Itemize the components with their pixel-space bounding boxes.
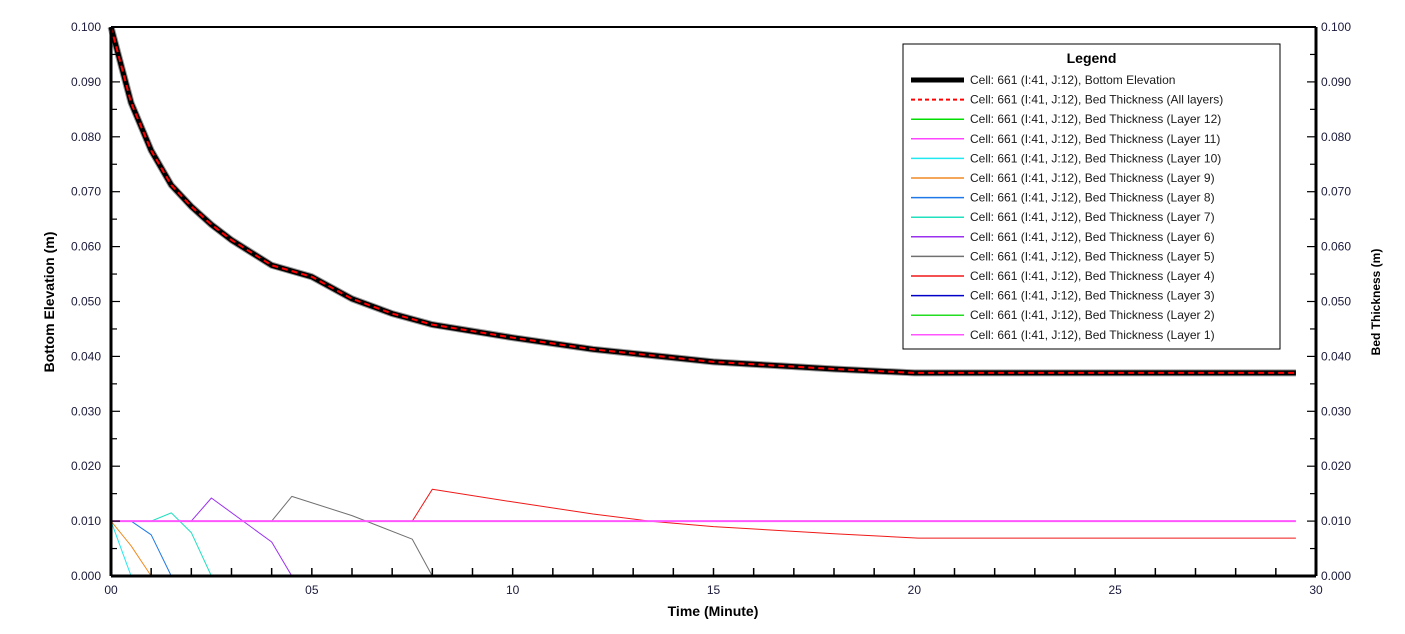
y2-tick-label: 0.030 [1321, 404, 1351, 418]
y2-tick-label: 0.070 [1321, 185, 1351, 199]
y-tick-label: 0.000 [71, 569, 101, 583]
legend: Legend Cell: 661 (I:41, J:12), Bottom Ele… [902, 43, 1281, 350]
y-tick-label: 0.030 [71, 404, 101, 418]
legend-entry: Cell: 661 (I:41, J:12), Bed Thickness (L… [970, 308, 1215, 322]
y2-tick-label: 0.020 [1321, 459, 1351, 473]
y-tick-label: 0.080 [71, 130, 101, 144]
x-tick-label: 25 [1108, 583, 1122, 597]
y2-tick-label: 0.100 [1321, 20, 1351, 34]
legend-entry: Cell: 661 (I:41, J:12), Bed Thickness (L… [970, 289, 1215, 303]
legend-entry: Cell: 661 (I:41, J:12), Bed Thickness (L… [970, 249, 1215, 263]
legend-entry: Cell: 661 (I:41, J:12), Bed Thickness (L… [970, 230, 1215, 244]
y2-tick-label: 0.090 [1321, 75, 1351, 89]
series-line [110, 520, 152, 577]
series-line [151, 512, 212, 577]
y-tick-label: 0.020 [71, 459, 101, 473]
y2-axis-title: Bed Thickness (m) [1369, 249, 1383, 356]
y-tick-label: 0.090 [71, 75, 101, 89]
x-tick-label: 10 [506, 583, 520, 597]
y-tick-label: 0.040 [71, 349, 101, 363]
series-line [190, 497, 293, 577]
x-tick-label: 20 [908, 583, 922, 597]
y2-tick-label: 0.060 [1321, 240, 1351, 254]
x-tick-label: 05 [305, 583, 319, 597]
legend-entry: Cell: 661 (I:41, J:12), Bed Thickness (L… [970, 151, 1221, 165]
legend-entry: Cell: 661 (I:41, J:12), Bed Thickness (L… [970, 132, 1220, 146]
y2-tick-label: 0.050 [1321, 295, 1351, 309]
y-tick-label: 0.050 [71, 295, 101, 309]
series-line [130, 520, 172, 577]
legend-entry: Cell: 661 (I:41, J:12), Bed Thickness (L… [970, 328, 1215, 342]
y2-tick-label: 0.040 [1321, 349, 1351, 363]
legend-entry: Cell: 661 (I:41, J:12), Bed Thickness (A… [970, 93, 1223, 107]
legend-entry: Cell: 661 (I:41, J:12), Bed Thickness (L… [970, 191, 1215, 205]
series-line [271, 495, 433, 577]
y-tick-label: 0.100 [71, 20, 101, 34]
plot-lines [107, 26, 1296, 577]
x-tick-label: 00 [104, 583, 118, 597]
series-line [110, 520, 132, 577]
legend-entry: Cell: 661 (I:41, J:12), Bed Thickness (L… [970, 269, 1215, 283]
legend-entry: Cell: 661 (I:41, J:12), Bed Thickness (L… [970, 171, 1215, 185]
x-tick-label: 30 [1309, 583, 1323, 597]
legend-entry: Cell: 661 (I:41, J:12), Bottom Elevation [970, 73, 1175, 87]
legend-entry: Cell: 661 (I:41, J:12), Bed Thickness (L… [970, 210, 1215, 224]
x-axis-title: Time (Minute) [668, 603, 759, 619]
y-tick-label: 0.060 [71, 240, 101, 254]
legend-title: Legend [1067, 50, 1117, 66]
y2-tick-label: 0.010 [1321, 514, 1351, 528]
y2-tick-label: 0.000 [1321, 569, 1351, 583]
axes: 00 05 10 15 20 25 300.0000.0100.0200.0300.0400… [71, 20, 1351, 597]
y-tick-label: 0.010 [71, 514, 101, 528]
y-tick-label: 0.070 [71, 185, 101, 199]
x-tick-label: 15 [707, 583, 721, 597]
legend-box [902, 43, 1281, 350]
y-axis-title: Bottom Elevation (m) [41, 232, 57, 373]
legend-entry: Cell: 661 (I:41, J:12), Bed Thickness (L… [970, 112, 1221, 126]
series-line [411, 488, 1296, 539]
series-line [110, 26, 1296, 374]
y2-tick-label: 0.080 [1321, 130, 1351, 144]
